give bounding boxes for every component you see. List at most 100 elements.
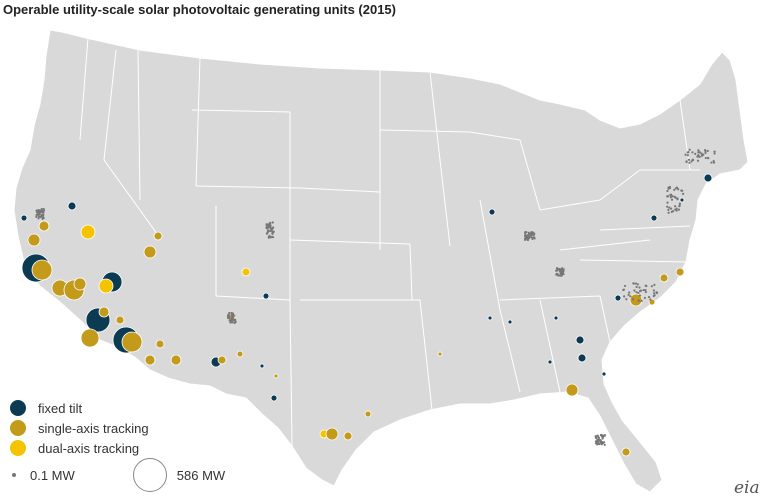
small-solar-unit-dot: [37, 217, 40, 220]
small-solar-unit-dot: [642, 289, 645, 292]
small-solar-unit-dot: [532, 236, 536, 239]
small-solar-unit-dot: [562, 268, 565, 271]
small-solar-unit-dot: [558, 274, 561, 277]
small-solar-unit-dot: [526, 234, 529, 237]
small-solar-unit-dot: [667, 195, 670, 198]
small-solar-unit-dot: [269, 229, 272, 232]
small-solar-unit-dot: [678, 202, 682, 205]
small-solar-unit-dot: [35, 209, 38, 212]
small-solar-unit-dot: [667, 211, 670, 214]
eia-logo: eia: [734, 478, 760, 498]
small-solar-unit-dot: [602, 434, 605, 437]
small-solar-unit-dot: [674, 205, 677, 208]
solar-unit-marker: [31, 259, 53, 281]
small-solar-unit-dot: [688, 161, 691, 164]
state-border-line: [79, 37, 89, 141]
solar-unit-marker: [343, 431, 353, 441]
small-solar-unit-dot: [532, 234, 535, 237]
small-solar-unit-dot: [269, 224, 272, 227]
small-solar-unit-dot: [652, 289, 655, 292]
small-solar-unit-dot: [230, 314, 233, 317]
solar-unit-marker: [153, 231, 163, 241]
small-solar-unit-dot: [668, 206, 671, 209]
small-solar-unit-dot: [267, 236, 270, 239]
small-solar-unit-dot: [266, 229, 270, 232]
state-border-line: [679, 99, 691, 171]
small-solar-unit-dot: [636, 283, 639, 286]
state-border-line: [137, 49, 141, 201]
small-solar-unit-dot: [524, 235, 527, 238]
small-solar-unit-dot: [713, 150, 716, 153]
small-solar-unit-dot: [598, 442, 601, 446]
solar-unit-marker: [115, 315, 125, 325]
small-solar-unit-dot: [561, 270, 564, 273]
solar-unit-marker: [325, 427, 339, 441]
small-solar-unit-dot: [688, 148, 691, 151]
solar-unit-marker: [98, 278, 114, 294]
solar-unit-marker: [364, 410, 372, 418]
small-solar-unit-dot: [667, 208, 670, 212]
small-solar-unit-dot: [622, 288, 625, 292]
small-solar-unit-dot: [668, 185, 672, 189]
small-solar-unit-dot: [687, 158, 691, 161]
small-solar-unit-dot: [704, 156, 707, 160]
map-title: Operable utility-scale solar photovoltai…: [3, 2, 396, 17]
solar-unit-marker: [20, 214, 28, 222]
small-solar-unit-dot: [39, 216, 42, 219]
small-solar-unit-dot: [530, 234, 533, 237]
small-solar-unit-dot: [700, 152, 703, 155]
small-solar-unit-dot: [596, 443, 599, 446]
small-solar-unit-dot: [265, 226, 268, 229]
small-solar-unit-dot: [691, 158, 694, 161]
small-solar-unit-dot: [631, 298, 635, 301]
legend-single-axis-label: single-axis tracking: [38, 420, 149, 436]
small-solar-unit-dot: [524, 231, 527, 234]
small-solar-unit-dot: [685, 160, 688, 164]
small-solar-unit-dot: [558, 269, 561, 272]
solar-unit-marker: [217, 355, 227, 365]
state-border-line: [215, 295, 291, 301]
solar-unit-marker: [565, 383, 579, 397]
small-solar-unit-dot: [523, 238, 527, 241]
small-solar-unit-dot: [603, 443, 606, 446]
small-solar-unit-dot: [634, 282, 638, 285]
solar-unit-marker: [575, 335, 585, 345]
solar-unit-marker: [547, 359, 553, 365]
small-solar-unit-dot: [710, 161, 713, 164]
small-solar-unit-dot: [596, 435, 599, 438]
small-solar-unit-dot: [637, 291, 640, 295]
state-border-line: [479, 199, 501, 311]
solar-units-layer: [20, 148, 716, 457]
solar-unit-marker: [650, 214, 658, 222]
small-solar-unit-dot: [644, 288, 647, 292]
small-solar-unit-dot: [555, 269, 558, 272]
small-solar-unit-dot: [632, 282, 636, 285]
size-legend: 0.1 MW 586 MW: [12, 458, 225, 492]
small-solar-unit-dot: [638, 294, 642, 297]
small-solar-unit-dot: [623, 295, 626, 298]
state-border-line: [379, 129, 471, 133]
state-border-line: [599, 295, 611, 343]
state-border-line: [499, 309, 521, 393]
dual-axis-swatch: [10, 440, 26, 456]
small-solar-unit-dot: [667, 187, 670, 190]
small-solar-unit-dot: [560, 274, 563, 277]
legend-dual-axis: dual-axis tracking: [10, 438, 139, 458]
small-solar-unit-dot: [666, 201, 669, 204]
small-solar-unit-dot: [230, 320, 233, 323]
small-solar-unit-dot: [704, 151, 707, 155]
small-solar-unit-dot: [270, 235, 274, 238]
small-solar-unit-dot: [670, 207, 673, 210]
solar-unit-marker: [488, 208, 496, 216]
solar-unit-marker: [273, 373, 279, 379]
state-border-line: [103, 49, 161, 239]
small-solar-unit-dot: [628, 291, 631, 294]
legend-dual-axis-label: dual-axis tracking: [38, 440, 140, 456]
small-solar-unit-dot: [599, 439, 602, 442]
state-border-line: [195, 185, 301, 189]
small-solar-unit-dot: [555, 273, 558, 276]
small-solar-unit-dot: [669, 193, 672, 197]
small-solar-unit-dot: [526, 238, 530, 242]
small-solar-unit-dot: [629, 295, 632, 298]
